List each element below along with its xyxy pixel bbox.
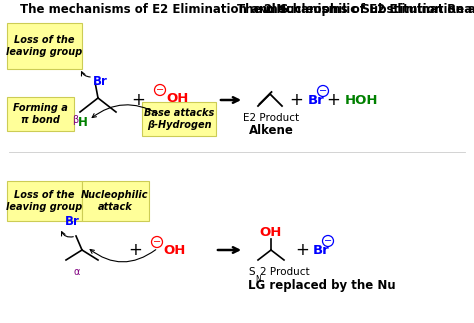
- Text: Br: Br: [64, 215, 80, 228]
- FancyBboxPatch shape: [82, 181, 149, 221]
- Text: +: +: [295, 241, 309, 259]
- Text: Nucleophilic
attack: Nucleophilic attack: [81, 190, 149, 212]
- Text: E2 Product: E2 Product: [243, 113, 299, 123]
- Text: Br: Br: [313, 244, 330, 256]
- Text: 2 Nucleophilic Substitution Reactions: 2 Nucleophilic Substitution Reactions: [264, 3, 474, 16]
- Text: +: +: [128, 241, 142, 259]
- Text: Alkene: Alkene: [248, 123, 293, 137]
- Text: Br: Br: [308, 93, 325, 107]
- Text: OH: OH: [166, 91, 188, 105]
- Text: 2 Product: 2 Product: [260, 267, 310, 277]
- Text: −: −: [324, 236, 332, 246]
- FancyBboxPatch shape: [7, 181, 82, 221]
- Text: +: +: [326, 91, 340, 109]
- Text: Br: Br: [93, 75, 108, 88]
- Text: N: N: [255, 275, 261, 284]
- Text: The mechanisms of E2 Elimination and S: The mechanisms of E2 Elimination and S: [20, 3, 288, 16]
- Text: H: H: [78, 117, 88, 130]
- Text: β: β: [72, 115, 78, 125]
- Text: N: N: [258, 6, 265, 15]
- Text: OH: OH: [163, 244, 185, 256]
- Text: S: S: [248, 267, 255, 277]
- Text: HOH: HOH: [345, 93, 379, 107]
- Text: +: +: [289, 91, 303, 109]
- Text: OH: OH: [260, 225, 282, 238]
- FancyArrowPatch shape: [92, 105, 157, 118]
- Text: α: α: [74, 267, 80, 277]
- Text: +: +: [131, 91, 145, 109]
- Text: Loss of the
leaving group: Loss of the leaving group: [6, 190, 82, 212]
- FancyBboxPatch shape: [142, 102, 216, 136]
- FancyBboxPatch shape: [7, 97, 74, 131]
- FancyArrowPatch shape: [82, 72, 90, 77]
- FancyArrowPatch shape: [90, 249, 156, 262]
- Text: Forming a
π bond: Forming a π bond: [13, 103, 67, 125]
- Text: Loss of the
leaving group: Loss of the leaving group: [6, 35, 82, 57]
- FancyArrowPatch shape: [62, 232, 73, 237]
- Text: −: −: [319, 86, 327, 96]
- Text: −: −: [153, 237, 161, 247]
- Text: LG replaced by the Nu: LG replaced by the Nu: [248, 279, 396, 293]
- FancyBboxPatch shape: [7, 23, 82, 69]
- Text: Base attacks
β-Hydrogen: Base attacks β-Hydrogen: [144, 108, 214, 130]
- Text: −: −: [156, 85, 164, 95]
- Text: The mechanisms of E2 Elimination and S: The mechanisms of E2 Elimination and S: [237, 3, 474, 16]
